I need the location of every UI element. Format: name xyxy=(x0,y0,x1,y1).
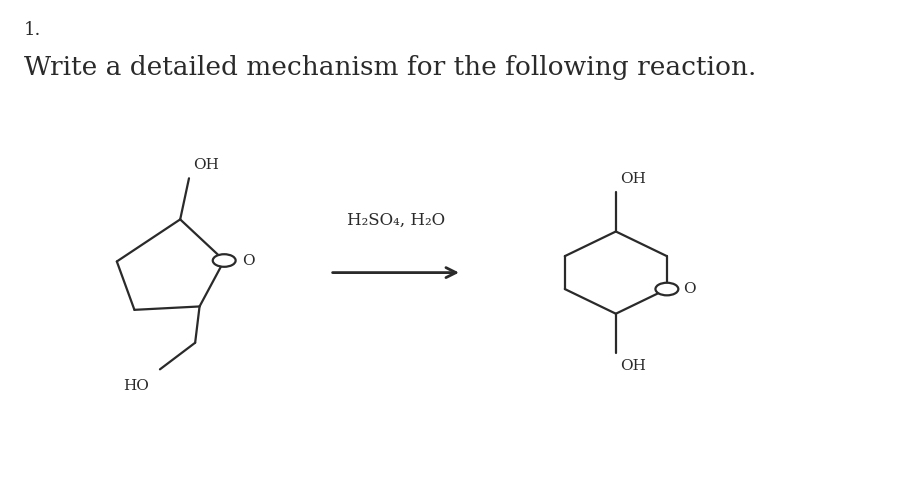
Text: OH: OH xyxy=(621,172,646,186)
Text: Write a detailed mechanism for the following reaction.: Write a detailed mechanism for the follo… xyxy=(24,55,756,80)
Text: OH: OH xyxy=(621,359,646,373)
Text: HO: HO xyxy=(124,379,149,393)
Circle shape xyxy=(656,283,679,295)
Text: O: O xyxy=(683,282,696,296)
Circle shape xyxy=(213,254,236,267)
Text: 1.: 1. xyxy=(24,21,41,39)
Text: OH: OH xyxy=(194,158,219,173)
Text: H₂SO₄, H₂O: H₂SO₄, H₂O xyxy=(347,212,445,229)
Text: O: O xyxy=(242,253,254,268)
